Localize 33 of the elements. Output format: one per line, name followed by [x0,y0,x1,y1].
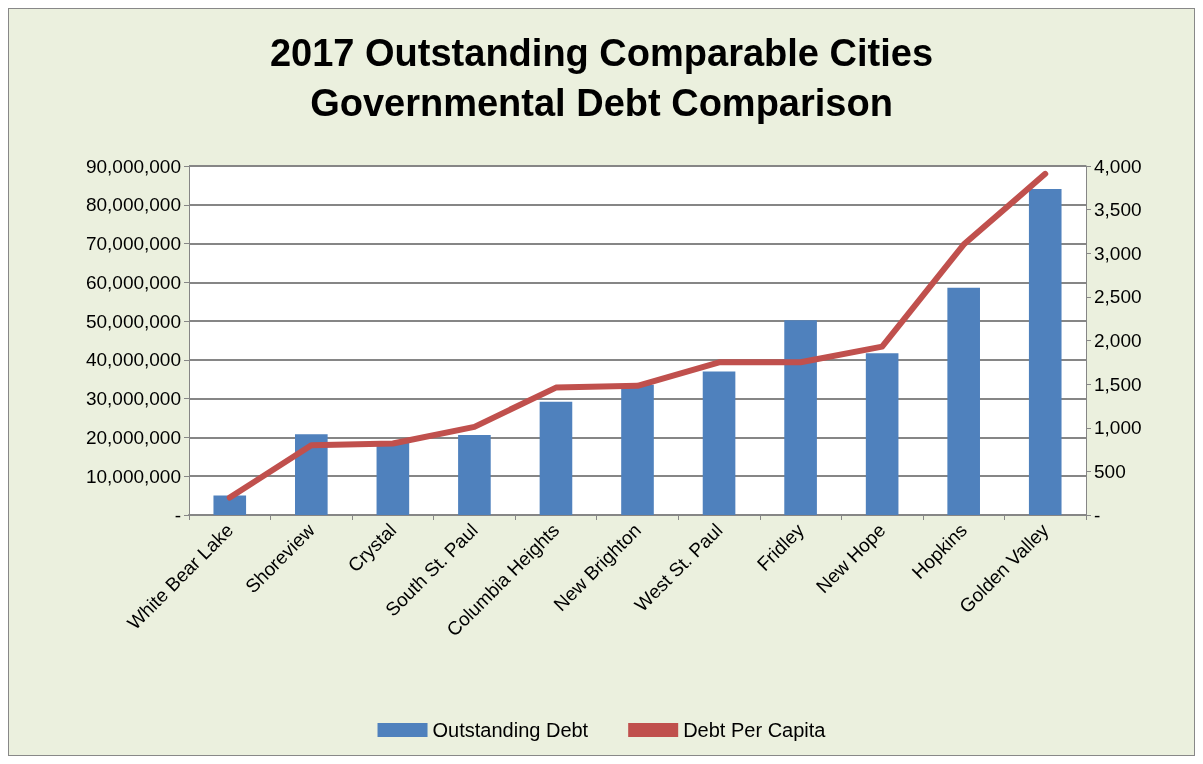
bar [213,495,247,515]
y2-tick-label: - [1094,504,1101,526]
bar [947,287,980,515]
legend-label: Debt Per Capita [683,719,827,741]
y2-tick-label: 3,500 [1094,199,1142,221]
bar [1028,188,1062,515]
bar [784,320,817,515]
chart-title: 2017 Outstanding Comparable Cities Governmental Debt Comparison [269,32,934,124]
bar [865,353,899,515]
bar [295,434,328,515]
y2-tick-label: 500 [1094,460,1126,482]
y-tick-label: 50,000,000 [85,310,181,332]
y-tick-label: 80,000,000 [85,194,181,216]
y2-tick-label: 4,000 [1094,155,1142,177]
bar [539,401,573,515]
bar [376,441,410,515]
y-tick-label: 40,000,000 [85,349,181,371]
y-tick-label: 90,000,000 [85,155,181,177]
bar [702,371,736,515]
bar [458,435,491,515]
y-tick-label: - [174,504,181,526]
bar [621,384,654,515]
y2-tick-label: 3,000 [1094,242,1142,264]
y2-tick-label: 1,500 [1094,373,1142,395]
legend-label: Outstanding Debt [432,719,589,741]
y2-tick-label: 2,000 [1094,330,1142,351]
y-tick-label: 70,000,000 [85,233,181,255]
y-tick-label: 30,000,000 [85,388,181,410]
y-tick-label: 20,000,000 [85,426,181,448]
y-tick-label: 60,000,000 [85,271,181,293]
y2-tick-label: 2,500 [1094,286,1142,308]
y-tick-label: 10,000,000 [85,465,181,487]
y2-tick-label: 1,000 [1094,417,1142,439]
